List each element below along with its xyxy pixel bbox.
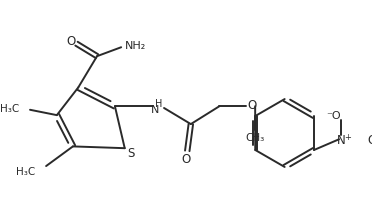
Text: H₃C: H₃C: [0, 103, 19, 113]
Text: H₃C: H₃C: [16, 167, 35, 177]
Text: O: O: [67, 34, 76, 47]
Text: O: O: [247, 98, 256, 111]
Text: H: H: [155, 98, 162, 108]
Text: N: N: [151, 104, 159, 114]
Text: N: N: [337, 133, 345, 146]
Text: O: O: [368, 133, 372, 146]
Text: NH₂: NH₂: [125, 41, 146, 51]
Text: S: S: [127, 146, 135, 159]
Text: ⁻O: ⁻O: [326, 111, 341, 121]
Text: +: +: [344, 132, 350, 141]
Text: O: O: [182, 153, 191, 166]
Text: CH₃: CH₃: [246, 133, 265, 143]
